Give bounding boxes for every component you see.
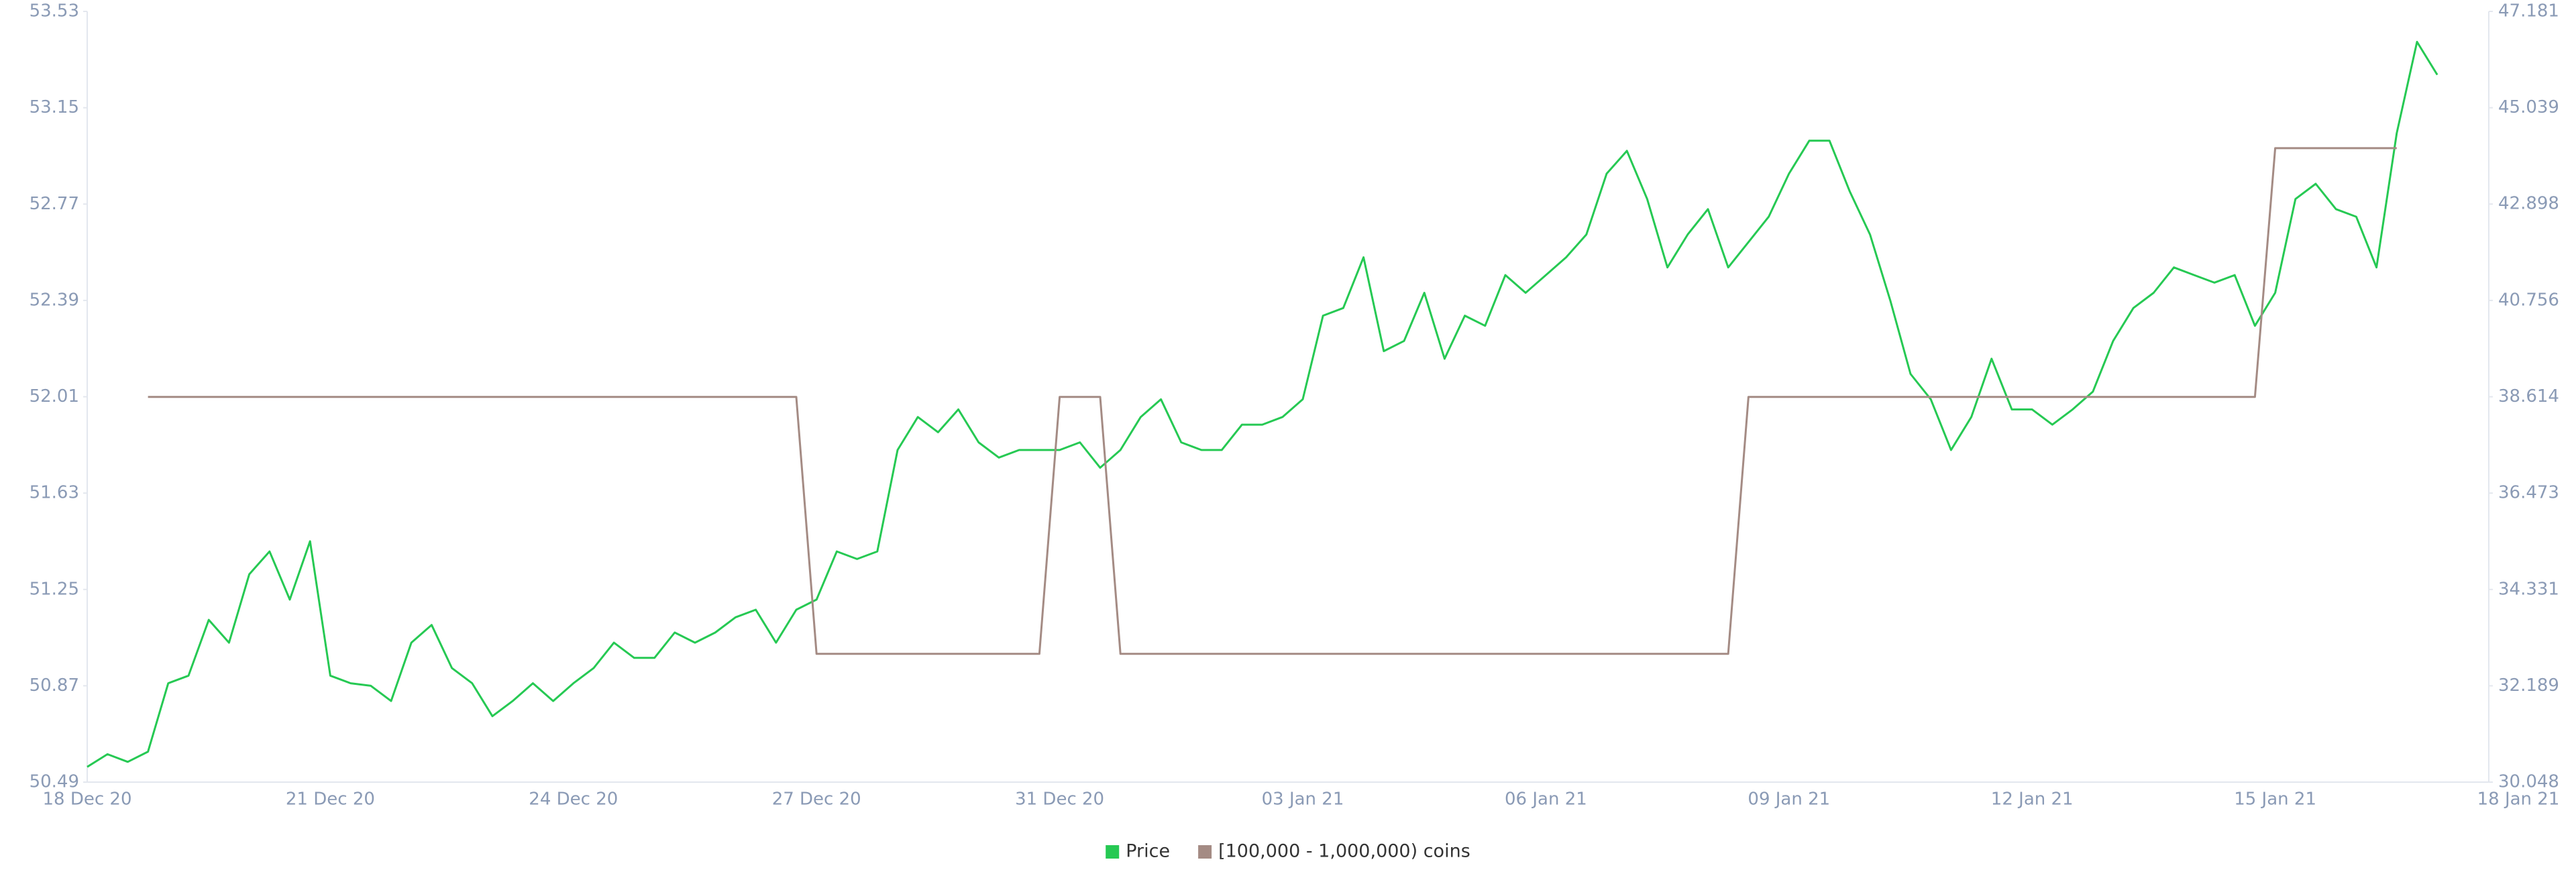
x-tick-label: 12 Jan 21: [1991, 789, 2074, 810]
y-tick-label: 51.25: [30, 579, 79, 599]
y2-tick-label: 36.473: [2498, 483, 2559, 503]
y2-tick-label: 47.181: [2498, 1, 2559, 21]
y-tick-label: 50.49: [30, 772, 79, 792]
x-tick-label: 27 Dec 20: [772, 789, 861, 810]
y-tick-label: 50.87: [30, 675, 79, 696]
y2-tick-label: 30.048: [2498, 772, 2559, 792]
y-tick-label: 52.39: [30, 290, 79, 310]
y2-tick-label: 32.189: [2498, 675, 2559, 696]
x-tick-label: 15 Jan 21: [2234, 789, 2316, 810]
x-tick-label: 06 Jan 21: [1505, 789, 1587, 810]
legend-swatch: [1106, 845, 1120, 859]
legend-item: Price: [1106, 841, 1170, 862]
x-tick-label: 03 Jan 21: [1262, 789, 1344, 810]
y-tick-label: 53.15: [30, 97, 79, 117]
x-tick-label: 31 Dec 20: [1015, 789, 1104, 810]
y2-tick-label: 40.756: [2498, 290, 2559, 310]
series-line: [87, 40, 2438, 768]
x-tick-label: 09 Jan 21: [1748, 789, 1830, 810]
y-tick-label: 51.63: [30, 483, 79, 503]
legend-text: Price: [1126, 841, 1170, 862]
x-tick-label: 18 Jan 21: [2477, 789, 2560, 810]
legend-text: [100,000 - 1,000,000) coins: [1218, 841, 1470, 862]
x-tick-label: 21 Dec 20: [286, 789, 375, 810]
y-tick-label: 53.53: [30, 1, 79, 21]
y2-tick-label: 38.614: [2498, 386, 2559, 406]
legend-item: [100,000 - 1,000,000) coins: [1198, 841, 1470, 862]
x-tick-label: 24 Dec 20: [529, 789, 618, 810]
y2-tick-label: 34.331: [2498, 579, 2559, 599]
y-tick-label: 52.77: [30, 194, 79, 214]
x-tick-label: 18 Dec 20: [42, 789, 131, 810]
legend-swatch: [1198, 845, 1212, 859]
y2-tick-label: 45.039: [2498, 97, 2559, 117]
series-line: [148, 147, 2397, 655]
y-tick-label: 52.01: [30, 386, 79, 406]
y2-tick-label: 42.898: [2498, 194, 2559, 214]
